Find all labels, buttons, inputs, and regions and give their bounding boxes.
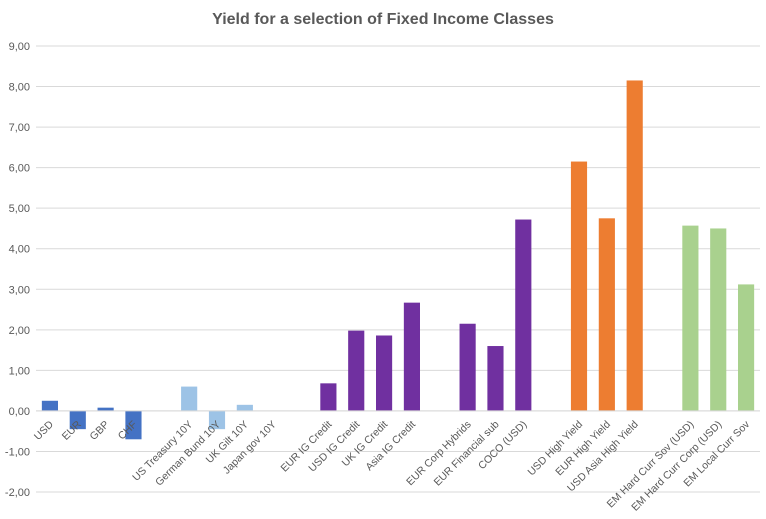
y-axis-ticks: -2,00 -1,00 0,00 1,00 2,00 3,00 4,00 5,00 6,00 7,… bbox=[5, 41, 30, 499]
bar bbox=[376, 335, 393, 411]
bar bbox=[208, 410, 226, 430]
bar bbox=[710, 228, 727, 411]
y-tick-label: 4,00 bbox=[9, 244, 30, 256]
bar bbox=[738, 284, 755, 411]
gridlines bbox=[36, 45, 760, 493]
bar bbox=[459, 323, 476, 411]
bar bbox=[403, 302, 420, 411]
y-tick-label: -1,00 bbox=[5, 446, 30, 458]
bar bbox=[626, 80, 643, 411]
x-tick-label: USD bbox=[32, 418, 56, 442]
bar bbox=[41, 400, 58, 411]
bar bbox=[320, 383, 337, 411]
y-tick-label: 7,00 bbox=[9, 122, 30, 134]
bar bbox=[515, 219, 532, 411]
y-tick-label: 8,00 bbox=[9, 82, 30, 94]
y-tick-label: 0,00 bbox=[9, 406, 30, 418]
x-tick-label: Asia IG Credit bbox=[363, 418, 418, 473]
y-tick-label: 1,00 bbox=[9, 365, 30, 377]
bar bbox=[487, 346, 504, 411]
bar bbox=[682, 225, 699, 411]
bars bbox=[41, 80, 755, 440]
y-tick-label: 5,00 bbox=[9, 203, 30, 215]
bar bbox=[181, 386, 198, 411]
y-tick-label: 6,00 bbox=[9, 163, 30, 175]
bar bbox=[125, 410, 142, 440]
y-tick-label: 2,00 bbox=[9, 325, 30, 337]
y-tick-label: 9,00 bbox=[9, 41, 30, 53]
y-tick-label: -2,00 bbox=[5, 487, 30, 499]
chart-title: Yield for a selection of Fixed Income Cl… bbox=[212, 11, 554, 28]
bar bbox=[69, 410, 86, 430]
bar bbox=[570, 161, 588, 411]
bar bbox=[348, 330, 365, 411]
bar bbox=[97, 407, 114, 411]
bar bbox=[236, 404, 253, 411]
x-tick-label: GBP bbox=[88, 419, 112, 443]
y-tick-label: 3,00 bbox=[9, 284, 30, 296]
bar bbox=[598, 218, 615, 411]
